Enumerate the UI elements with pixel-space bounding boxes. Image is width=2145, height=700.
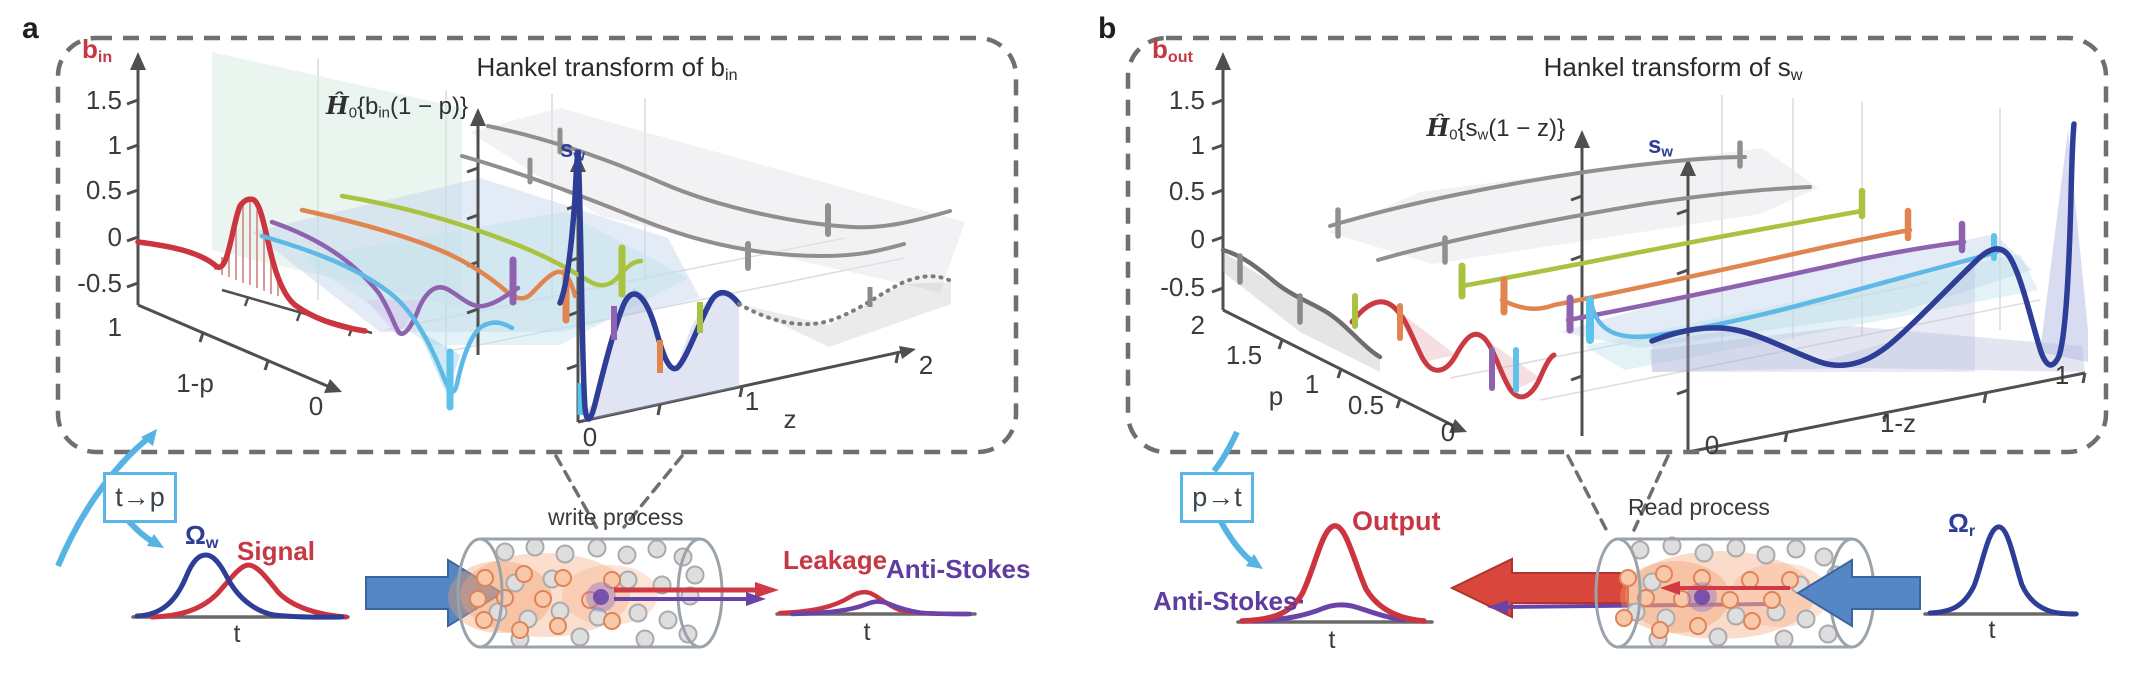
panel-a-hankel-operator-label: Ĥ0{bin(1 − p)} xyxy=(326,91,468,122)
panel-b-y-tick: -0.5 xyxy=(1160,272,1205,302)
panel-a-tag: a xyxy=(22,12,39,45)
signal-label: Signal xyxy=(237,536,316,566)
panel-b-title: Hankel transform of sw xyxy=(1543,52,1803,84)
panel-a-y-tick: 0 xyxy=(107,222,122,252)
panel-a-p-axis-label: 1-p xyxy=(176,368,214,398)
omega-r-t-axis-label: t xyxy=(1988,616,1996,644)
panel-a-p-tick-start: 1 xyxy=(107,312,122,342)
read-process-label: Read process xyxy=(1628,494,1770,520)
panel-a-y-tick: 0.5 xyxy=(85,175,122,205)
omega-w-label: Ωw xyxy=(185,520,219,552)
write-stage-schematic xyxy=(55,429,977,649)
panel-b-p-tick: 0.5 xyxy=(1347,390,1385,420)
panel-b-3d-plot xyxy=(1211,52,2088,454)
read-control-arrow-icon xyxy=(1796,558,1921,628)
panel-b-y-tick: 1.5 xyxy=(1168,85,1205,115)
output-pulses xyxy=(1236,523,1434,624)
read-stage-schematic xyxy=(1211,430,2079,649)
panel-b-waterfall-curves xyxy=(1328,140,2000,344)
panel-a-z-axis-label: z xyxy=(783,404,797,434)
panel-b-output-wave xyxy=(1220,247,1557,400)
write-t-axis-label: t xyxy=(233,620,241,648)
panel-b-xz-tick-start: 0 xyxy=(1704,430,1720,460)
read-anti-stokes-label: Anti-Stokes· xyxy=(1153,586,1307,616)
panel-a-frame xyxy=(55,35,1019,532)
panel-b-y-axis-label: bout xyxy=(1152,34,1193,66)
panel-b-sw-axis-label: sw xyxy=(1648,132,1673,161)
panel-a-title: Hankel transform of bin xyxy=(476,52,738,84)
panel-a-waterfall-curves xyxy=(259,124,952,411)
panel-b-hankel-operator-label: Ĥ0{sw(1 − z)} xyxy=(1426,113,1565,144)
panel-a-transform-curve xyxy=(557,149,953,422)
panel-a-y-tick: 1 xyxy=(107,130,122,160)
leakage-pulses xyxy=(775,589,977,617)
write-anti-stokes-label: Anti-Stokes xyxy=(886,554,1031,584)
output-t-axis-label: t xyxy=(1328,626,1336,654)
write-input-arrow-icon xyxy=(365,558,504,628)
panel-b-p-tick: 0 xyxy=(1440,417,1456,447)
panel-a-y-axis-label: bin xyxy=(82,34,113,66)
write-cell xyxy=(448,537,779,649)
leakage-label: Leakage xyxy=(783,545,888,575)
panel-a-z-tick: 1 xyxy=(744,386,760,416)
panel-a-z-tick: 0 xyxy=(582,422,598,452)
panel-a-input-pulse xyxy=(135,196,368,334)
panel-b-tag: b xyxy=(1098,12,1117,45)
p-to-t-map-box: p→t xyxy=(1180,472,1254,523)
panel-b-p-tick: 2 xyxy=(1190,310,1205,340)
panel-a-z-tick: 2 xyxy=(918,350,934,380)
panel-b-y-tick: 0 xyxy=(1190,224,1205,254)
panel-b-p-tick: 1.5 xyxy=(1225,340,1263,370)
omega-r-pulse xyxy=(1923,524,2079,617)
panel-a-sw-axis-label: sw xyxy=(560,136,585,165)
t-to-p-map-box: t→p xyxy=(103,472,177,523)
panel-b-y-tick: 0.5 xyxy=(1168,176,1205,206)
panel-b-xz-tick-end: 1 xyxy=(2054,360,2070,390)
p-to-t-arrow-icon xyxy=(1211,430,1263,569)
panel-a-y-tick: 1.5 xyxy=(85,85,122,115)
panel-b-p-tick: 1 xyxy=(1304,369,1320,399)
omega-w-signal-pulses xyxy=(131,552,350,620)
panel-a-p-tick-end: 0 xyxy=(308,391,324,421)
output-label: Output xyxy=(1352,506,1441,536)
panel-a-y-tick: -0.5 xyxy=(77,268,122,298)
write-process-label: write process xyxy=(548,504,684,530)
panel-b-spinwave-curve xyxy=(1649,121,2077,372)
panel-b-p-axis-label: p xyxy=(1268,381,1284,411)
panel-b-y-tick: 1 xyxy=(1190,130,1205,160)
omega-r-label: Ωr xyxy=(1948,508,1976,540)
leakage-t-axis-label: t xyxy=(863,618,871,646)
panel-b-frame xyxy=(1125,35,2109,535)
panel-b-xz-axis-label: 1-z xyxy=(1879,408,1917,438)
panel-b-axes xyxy=(1211,66,2087,454)
panel-a-3d-plot xyxy=(126,52,965,424)
